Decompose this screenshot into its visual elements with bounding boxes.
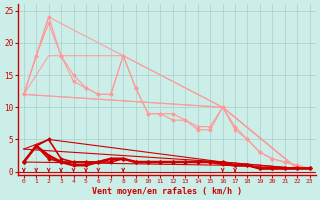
X-axis label: Vent moyen/en rafales ( km/h ): Vent moyen/en rafales ( km/h ) xyxy=(92,187,242,196)
